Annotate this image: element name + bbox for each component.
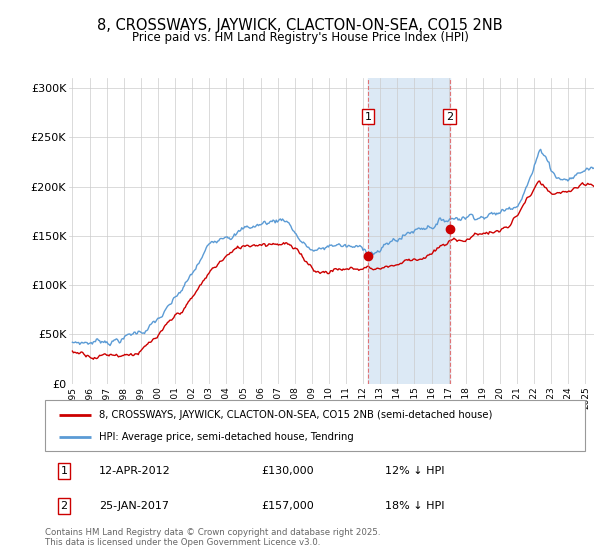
Text: £157,000: £157,000 — [261, 501, 314, 511]
Text: Contains HM Land Registry data © Crown copyright and database right 2025.
This d: Contains HM Land Registry data © Crown c… — [45, 528, 380, 547]
Text: HPI: Average price, semi-detached house, Tendring: HPI: Average price, semi-detached house,… — [99, 432, 354, 442]
Text: 2: 2 — [446, 111, 454, 122]
Text: 2: 2 — [61, 501, 67, 511]
Text: 18% ↓ HPI: 18% ↓ HPI — [385, 501, 445, 511]
Text: 12-APR-2012: 12-APR-2012 — [99, 466, 171, 476]
Text: 1: 1 — [364, 111, 371, 122]
Text: £130,000: £130,000 — [261, 466, 314, 476]
Text: 8, CROSSWAYS, JAYWICK, CLACTON-ON-SEA, CO15 2NB (semi-detached house): 8, CROSSWAYS, JAYWICK, CLACTON-ON-SEA, C… — [99, 409, 493, 419]
Text: 8, CROSSWAYS, JAYWICK, CLACTON-ON-SEA, CO15 2NB: 8, CROSSWAYS, JAYWICK, CLACTON-ON-SEA, C… — [97, 18, 503, 33]
Text: 25-JAN-2017: 25-JAN-2017 — [99, 501, 169, 511]
Text: 12% ↓ HPI: 12% ↓ HPI — [385, 466, 445, 476]
Text: 1: 1 — [61, 466, 67, 476]
Text: Price paid vs. HM Land Registry's House Price Index (HPI): Price paid vs. HM Land Registry's House … — [131, 31, 469, 44]
Bar — [368, 78, 450, 384]
